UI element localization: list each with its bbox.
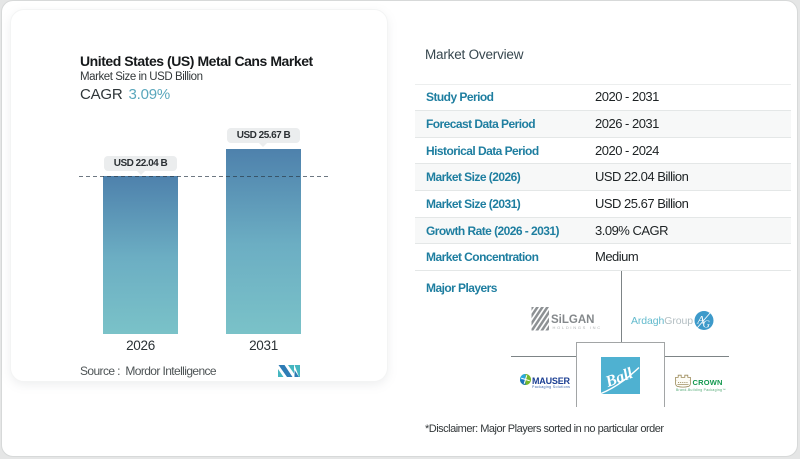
svg-text:Ball: Ball xyxy=(602,365,635,391)
svg-text:A: A xyxy=(696,313,705,327)
svg-text:G: G xyxy=(703,320,710,331)
